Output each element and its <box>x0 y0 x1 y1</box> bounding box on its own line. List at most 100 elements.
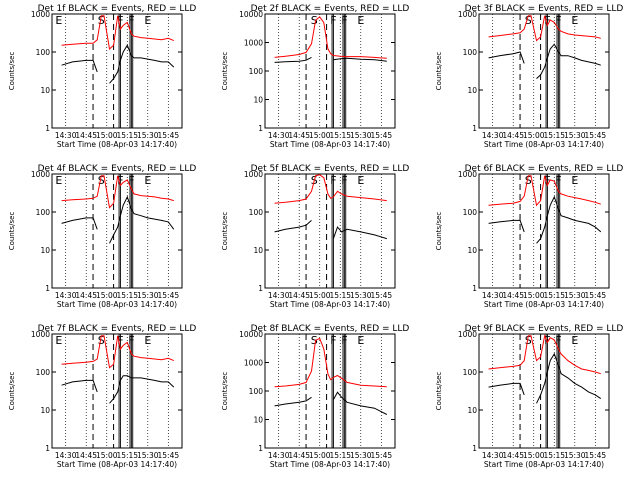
x-axis-label: Start Time (08-Apr-03 14:17:40) <box>57 460 177 469</box>
events-series-line <box>274 56 312 63</box>
lld-series-line <box>61 15 174 50</box>
y-tick-label: 10 <box>253 96 263 105</box>
interval-marker-label: E <box>357 14 364 27</box>
y-tick-label: 10 <box>40 86 50 95</box>
interval-marker-label: F <box>128 334 134 347</box>
y-tick-label: 1 <box>45 284 50 293</box>
y-axis-label: Counts/sec <box>435 372 443 411</box>
x-tick-label: 14:30 <box>55 451 77 460</box>
events-series-line <box>109 375 175 404</box>
x-tick-label: 14:30 <box>268 291 290 300</box>
interval-marker-label: F <box>555 334 561 347</box>
events-series-line <box>274 220 312 233</box>
interval-marker-label: F <box>555 174 561 187</box>
chart-panel-6: Det 6f BLACK = Events, RED = LLD 14:3014:… <box>435 164 623 309</box>
x-tick-label: 15:00 <box>96 131 118 140</box>
x-axis-label: Start Time (08-Apr-03 14:17:40) <box>484 140 604 149</box>
y-tick-label: 1 <box>45 444 50 453</box>
x-tick-label: 15:15 <box>329 131 351 140</box>
x-tick-label: 14:45 <box>75 451 97 460</box>
interval-marker-label: F <box>117 334 123 347</box>
interval-marker-label: S <box>98 14 105 27</box>
interval-marker-label: E <box>571 334 578 347</box>
x-tick-label: 15:30 <box>350 451 372 460</box>
interval-marker-label: F <box>544 334 550 347</box>
interval-marker-label: F <box>330 174 336 187</box>
interval-marker-label: E <box>357 174 364 187</box>
y-tick-label: 100 <box>36 48 51 57</box>
x-tick-label: 15:30 <box>564 451 586 460</box>
chart-panel-4: Det 4f BLACK = Events, RED = LLD 14:3014:… <box>8 164 196 309</box>
interval-marker-label: E <box>55 174 62 187</box>
lld-series-line <box>488 333 601 375</box>
interval-marker-label: S <box>525 334 532 347</box>
y-tick-label: 10000 <box>239 10 263 19</box>
interval-marker-label: F <box>330 334 336 347</box>
events-series-line <box>536 195 602 244</box>
lld-series-line <box>61 335 174 369</box>
x-axis-label: Start Time (08-Apr-03 14:17:40) <box>484 300 604 309</box>
lld-series-line <box>488 15 601 42</box>
x-tick-label: 15:00 <box>96 451 118 460</box>
x-tick-label: 14:45 <box>75 291 97 300</box>
chart-title: Det 1f BLACK = Events, RED = LLD <box>38 4 197 14</box>
events-series-line <box>109 44 175 84</box>
y-tick-label: 10 <box>467 406 477 415</box>
x-tick-label: 15:15 <box>116 131 138 140</box>
x-tick-label: 15:45 <box>158 291 180 300</box>
x-tick-label: 15:30 <box>564 291 586 300</box>
x-tick-label: 15:00 <box>309 291 331 300</box>
chart-panel-3: Det 3f BLACK = Events, RED = LLD 14:3014:… <box>435 4 623 149</box>
interval-marker-label: E <box>571 14 578 27</box>
chart-title: Det 9f BLACK = Events, RED = LLD <box>465 324 624 334</box>
chart-panel-8: Det 8f BLACK = Events, RED = LLD 14:3014:… <box>221 324 409 469</box>
x-axis-label: Start Time (08-Apr-03 14:17:40) <box>57 140 177 149</box>
x-tick-label: 14:30 <box>482 451 504 460</box>
y-tick-label: 1000 <box>244 170 263 179</box>
plot-frame <box>51 13 183 129</box>
x-tick-label: 15:00 <box>523 291 545 300</box>
interval-marker-label: F <box>128 174 134 187</box>
events-series-line <box>488 219 525 233</box>
plot-frame <box>51 333 183 449</box>
y-axis-label: Counts/sec <box>8 212 16 251</box>
interval-marker-label: E <box>144 334 151 347</box>
x-tick-label: 15:45 <box>371 291 393 300</box>
y-axis-label: Counts/sec <box>8 372 16 411</box>
y-tick-label: 1000 <box>31 330 50 339</box>
interval-marker-label: F <box>330 14 336 27</box>
plot-frame <box>478 13 610 129</box>
chart-title: Det 8f BLACK = Events, RED = LLD <box>251 324 410 334</box>
y-tick-label: 1 <box>258 284 263 293</box>
y-tick-label: 1 <box>258 124 263 133</box>
lld-series-line <box>61 175 174 209</box>
y-tick-label: 100 <box>463 208 478 217</box>
y-tick-label: 10 <box>40 406 50 415</box>
chart-panel-1: Det 1f BLACK = Events, RED = LLD 14:3014:… <box>8 4 196 149</box>
interval-marker-label: E <box>357 334 364 347</box>
x-tick-label: 15:15 <box>329 451 351 460</box>
interval-marker-label: F <box>341 174 347 187</box>
x-tick-label: 15:15 <box>543 291 565 300</box>
y-tick-label: 100 <box>249 387 264 396</box>
interval-marker-label: S <box>98 334 105 347</box>
y-tick-label: 100 <box>249 208 264 217</box>
chart-title: Det 7f BLACK = Events, RED = LLD <box>38 324 197 334</box>
y-axis-label: Counts/sec <box>221 212 229 251</box>
x-tick-label: 14:30 <box>268 451 290 460</box>
y-tick-label: 10 <box>40 246 50 255</box>
y-tick-label: 100 <box>36 208 51 217</box>
x-tick-label: 15:45 <box>371 451 393 460</box>
x-axis-label: Start Time (08-Apr-03 14:17:40) <box>270 300 390 309</box>
y-tick-label: 10 <box>253 416 263 425</box>
y-axis-label: Counts/sec <box>435 212 443 251</box>
lld-series-line <box>274 174 387 204</box>
y-tick-label: 100 <box>36 368 51 377</box>
x-tick-label: 14:30 <box>55 131 77 140</box>
chart-panel-5: Det 5f BLACK = Events, RED = LLD 14:3014:… <box>221 164 409 309</box>
events-series-line <box>488 382 525 396</box>
interval-marker-label: F <box>117 14 123 27</box>
y-tick-label: 1000 <box>244 39 263 48</box>
y-tick-label: 1000 <box>31 10 50 19</box>
events-series-line <box>536 352 602 404</box>
